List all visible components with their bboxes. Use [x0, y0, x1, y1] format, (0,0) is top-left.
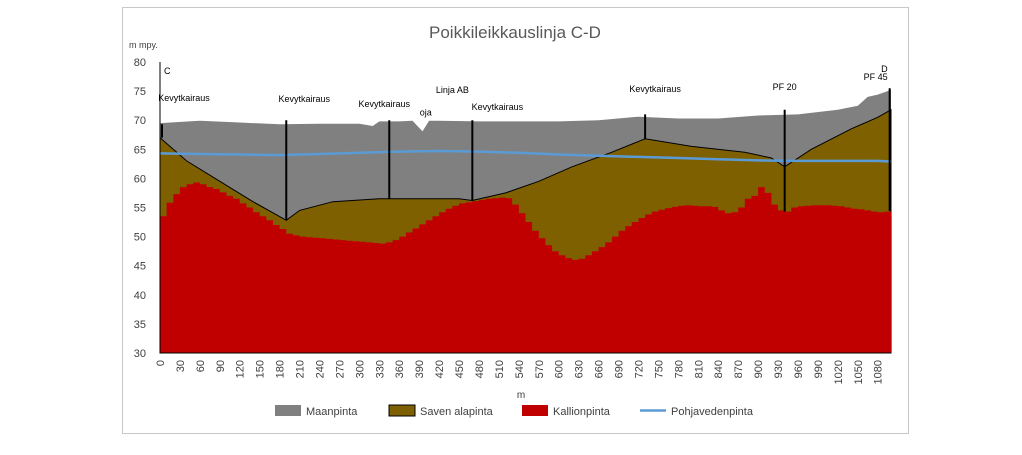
x-tick-label: 570	[534, 360, 546, 378]
chart-annotation: oja	[420, 108, 432, 118]
chart-annotations: Kevytkairaus Kevytkairaus Kevytkairaus Kevy…	[158, 64, 888, 118]
chart-areas	[159, 89, 892, 354]
y-tick-label: 30	[134, 348, 146, 360]
area-kallionpinta	[160, 182, 891, 353]
x-tick-label: 840	[713, 360, 725, 378]
chart-annotation: Linja AB	[436, 85, 469, 95]
x-tick-label: 150	[255, 360, 267, 378]
legend-label: Pohjavedenpinta	[671, 406, 754, 418]
x-tick-label: 1050	[853, 360, 865, 384]
borehole-label: Kevytkairaus	[278, 94, 330, 104]
y-tick-label: 80	[134, 57, 146, 69]
x-tick-label: 330	[374, 360, 386, 378]
chart-title: Poikkileikkauslinja C-D	[429, 23, 601, 42]
legend-label: Saven alapinta	[420, 406, 494, 418]
legend-swatch	[388, 404, 416, 417]
borehole-label: Kevytkairaus	[158, 93, 210, 103]
x-tick-label: 480	[474, 360, 486, 378]
x-tick-label: 870	[733, 360, 745, 378]
x-tick-label: 900	[753, 360, 765, 378]
chart-legend: Maanpinta Saven alapinta Kallionpinta Pohja…	[275, 404, 754, 418]
y-axis-label: m mpy.	[129, 40, 158, 50]
x-tick-label: 120	[235, 360, 247, 378]
x-tick-label: 1020	[833, 360, 845, 384]
legend-label: Kallionpinta	[553, 406, 611, 418]
x-tick-label: 60	[195, 360, 207, 372]
x-tick-label: 450	[454, 360, 466, 378]
x-tick-label: 360	[394, 360, 406, 378]
x-tick-label: 0	[155, 360, 167, 366]
x-tick-label: 210	[295, 360, 307, 378]
x-tick-label: 90	[215, 360, 227, 372]
y-tick-label: 50	[134, 232, 146, 244]
x-tick-label: 180	[275, 360, 287, 378]
x-tick-label: 390	[414, 360, 426, 378]
x-tick-label: 300	[354, 360, 366, 378]
y-tick-label: 45	[134, 261, 146, 273]
y-tick-label: 35	[134, 319, 146, 331]
x-tick-label: 720	[633, 360, 645, 378]
chart-annotation: D	[881, 64, 888, 74]
borehole-label: PF 20	[773, 82, 797, 92]
x-tick-label: 30	[175, 360, 187, 372]
x-tick-label: 960	[793, 360, 805, 378]
x-tick-label: 540	[514, 360, 526, 378]
x-tick-label: 420	[434, 360, 446, 378]
x-tick-label: 510	[494, 360, 506, 378]
y-tick-label: 75	[134, 86, 146, 98]
borehole-label: Kevytkairaus	[472, 102, 524, 112]
x-tick-label: 600	[554, 360, 566, 378]
y-tick-label: 40	[134, 290, 146, 302]
x-tick-label: 780	[673, 360, 685, 378]
x-tick-label: 750	[653, 360, 665, 378]
x-tick-label: 630	[574, 360, 586, 378]
legend-swatch	[522, 405, 548, 416]
y-tick-label: 55	[134, 203, 146, 215]
x-tick-label: 990	[813, 360, 825, 378]
x-tick-label: 930	[773, 360, 785, 378]
borehole-label: Kevytkairaus	[629, 84, 681, 94]
x-axis-label: m	[517, 390, 525, 401]
legend-label: Maanpinta	[306, 406, 358, 418]
chart-axes: 30 35 40 45 50 55 60 65 70 75 80 0 30 60 90 120 150 180 21…	[134, 57, 891, 384]
x-tick-label: 690	[614, 360, 626, 378]
chart-annotation: C	[164, 66, 171, 76]
x-tick-label: 660	[594, 360, 606, 378]
borehole-label: PF 45	[864, 72, 888, 82]
y-tick-label: 65	[134, 144, 146, 156]
chart-lines	[159, 88, 892, 221]
y-tick-label: 60	[134, 173, 146, 185]
borehole-label: Kevytkairaus	[359, 99, 411, 109]
x-tick-label: 810	[693, 360, 705, 378]
y-tick-label: 70	[134, 115, 146, 127]
x-tick-label: 240	[314, 360, 326, 378]
x-tick-label: 1080	[873, 360, 885, 384]
legend-swatch	[275, 405, 301, 416]
x-tick-label: 270	[334, 360, 346, 378]
